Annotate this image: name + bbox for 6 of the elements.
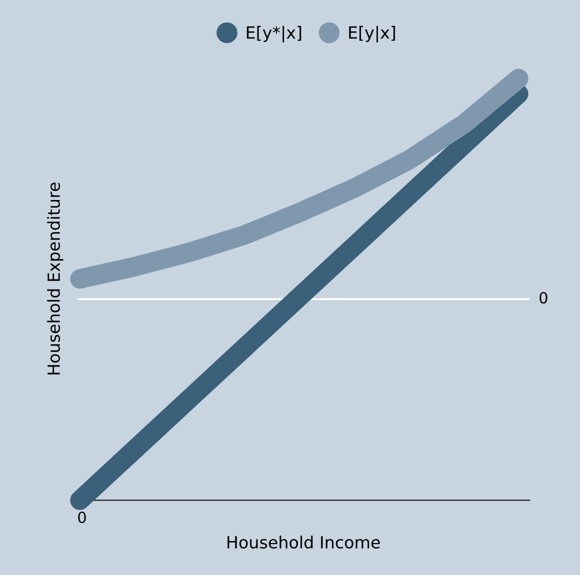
legend-label: E[y|x] (349, 26, 395, 42)
legend-label: E[y*|x] (246, 26, 302, 42)
text: 0 (78, 512, 86, 524)
ref-line-label: 0 (540, 292, 548, 304)
y-axis-title: Household Expenditure (47, 182, 64, 374)
x-axis-title: Household Income (228, 536, 380, 549)
